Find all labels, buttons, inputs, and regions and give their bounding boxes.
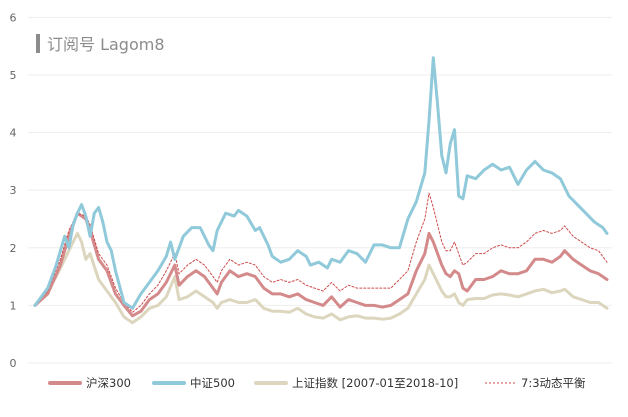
- y-tick-label: 3: [10, 184, 17, 197]
- watermark-text: 订阅号 Lagom8: [47, 35, 165, 54]
- legend-label-1: 中证500: [190, 376, 235, 390]
- grid-lines: [28, 16, 612, 364]
- y-axis-ticks: 0 1 2 3 4 5 6: [10, 11, 17, 370]
- y-tick-label: 0: [10, 357, 17, 370]
- legend-label-2: 上证指数 [2007-01至2018-10]: [292, 376, 458, 390]
- y-tick-label: 4: [10, 127, 17, 140]
- legend-label-3: 7:3动态平衡: [521, 376, 586, 390]
- legend-label-0: 沪深300: [86, 376, 131, 390]
- watermark-bar: [36, 34, 40, 53]
- watermark: 订阅号 Lagom8: [36, 34, 165, 54]
- series-line-1: [33, 56, 609, 310]
- y-tick-label: 2: [10, 242, 17, 255]
- series-line-2: [33, 231, 609, 325]
- series-line-3: [34, 192, 608, 313]
- y-tick-label: 5: [10, 69, 17, 82]
- legend: 沪深300 中证500 上证指数 [2007-01至2018-10] 7:3动态平衡: [48, 376, 586, 390]
- y-tick-label: 1: [10, 299, 17, 312]
- series-line-0: [33, 211, 609, 318]
- series-lines: [33, 56, 609, 325]
- y-tick-label: 6: [10, 11, 17, 24]
